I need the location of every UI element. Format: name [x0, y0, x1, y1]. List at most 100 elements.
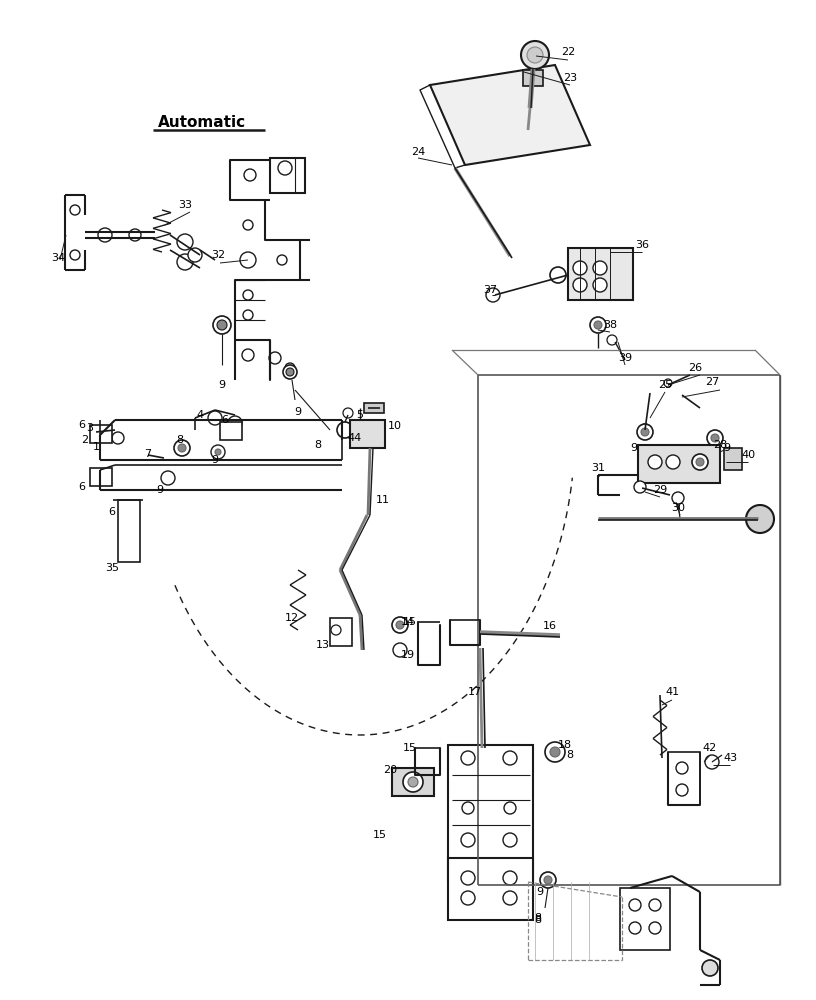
Text: 6: 6: [78, 482, 86, 492]
Text: 30: 30: [671, 503, 685, 513]
Text: 15: 15: [373, 830, 387, 840]
Text: 4: 4: [197, 410, 203, 420]
Circle shape: [112, 432, 124, 444]
Text: 31: 31: [591, 463, 605, 473]
Text: 28: 28: [713, 440, 727, 450]
Bar: [330, 618, 352, 646]
Circle shape: [217, 320, 227, 330]
Bar: [620, 888, 670, 950]
Circle shape: [676, 762, 688, 774]
Text: 15: 15: [403, 617, 417, 627]
Circle shape: [573, 261, 587, 275]
Circle shape: [188, 248, 202, 262]
Circle shape: [357, 435, 363, 441]
Circle shape: [639, 424, 651, 436]
Bar: [448, 858, 533, 920]
Text: 9: 9: [157, 485, 163, 495]
Circle shape: [540, 872, 556, 888]
Circle shape: [129, 229, 141, 241]
Circle shape: [242, 349, 254, 361]
Circle shape: [215, 449, 221, 455]
Bar: [90, 468, 112, 486]
Circle shape: [337, 422, 353, 438]
Circle shape: [629, 899, 641, 911]
Circle shape: [607, 335, 617, 345]
Circle shape: [664, 379, 672, 387]
Circle shape: [702, 960, 718, 976]
Circle shape: [746, 505, 774, 533]
Circle shape: [545, 742, 565, 762]
Text: 9: 9: [295, 407, 302, 417]
Circle shape: [286, 368, 294, 376]
Text: 17: 17: [468, 687, 482, 697]
Text: 23: 23: [563, 73, 577, 83]
Text: Automatic: Automatic: [158, 115, 246, 130]
Circle shape: [711, 434, 719, 442]
Text: 41: 41: [665, 687, 679, 697]
Text: 26: 26: [688, 363, 702, 373]
Text: 15: 15: [403, 743, 417, 753]
Circle shape: [573, 278, 587, 292]
Text: 9: 9: [631, 443, 637, 453]
Circle shape: [649, 899, 661, 911]
Circle shape: [277, 255, 287, 265]
Circle shape: [213, 316, 231, 334]
Circle shape: [666, 455, 680, 469]
Circle shape: [392, 617, 408, 633]
Circle shape: [403, 772, 423, 792]
Text: 12: 12: [285, 613, 299, 623]
Text: 42: 42: [703, 743, 717, 753]
Text: 8: 8: [534, 915, 542, 925]
Text: 6: 6: [221, 415, 228, 425]
Text: 25: 25: [658, 380, 672, 390]
Circle shape: [211, 445, 225, 459]
Bar: [392, 768, 434, 796]
Circle shape: [161, 471, 175, 485]
Text: 7: 7: [144, 449, 152, 459]
Text: 8: 8: [176, 435, 184, 445]
Circle shape: [70, 205, 80, 215]
Text: 34: 34: [51, 253, 65, 263]
Text: 14: 14: [401, 617, 415, 627]
Text: 37: 37: [483, 285, 497, 295]
Circle shape: [486, 288, 500, 302]
Circle shape: [243, 290, 253, 300]
Text: 8: 8: [534, 913, 542, 923]
Text: 11: 11: [376, 495, 390, 505]
Text: 32: 32: [211, 250, 225, 260]
Circle shape: [544, 876, 552, 884]
Circle shape: [228, 416, 242, 430]
Bar: [220, 422, 242, 440]
Circle shape: [174, 440, 190, 456]
Text: 2: 2: [82, 435, 89, 445]
Text: 24: 24: [411, 147, 425, 157]
Circle shape: [550, 747, 560, 757]
Polygon shape: [430, 65, 590, 165]
Text: 3: 3: [86, 423, 94, 433]
Circle shape: [648, 455, 662, 469]
Text: 18: 18: [558, 740, 572, 750]
Circle shape: [649, 922, 661, 934]
Text: 10: 10: [388, 421, 402, 431]
Circle shape: [393, 643, 407, 657]
Text: 27: 27: [705, 377, 719, 387]
Text: 13: 13: [316, 640, 330, 650]
Circle shape: [396, 621, 404, 629]
Circle shape: [278, 161, 292, 175]
Circle shape: [461, 891, 475, 905]
Circle shape: [696, 458, 704, 466]
Circle shape: [285, 363, 295, 373]
Text: 9: 9: [536, 887, 543, 897]
Text: 8: 8: [314, 440, 322, 450]
Circle shape: [408, 777, 418, 787]
Circle shape: [331, 625, 341, 635]
Circle shape: [637, 424, 653, 440]
Text: 1: 1: [92, 442, 100, 452]
Circle shape: [641, 428, 649, 436]
Circle shape: [692, 454, 708, 470]
Text: 35: 35: [105, 563, 119, 573]
Text: 22: 22: [561, 47, 575, 57]
Text: 44: 44: [348, 433, 362, 443]
Text: 5: 5: [357, 410, 363, 420]
Circle shape: [353, 431, 367, 445]
